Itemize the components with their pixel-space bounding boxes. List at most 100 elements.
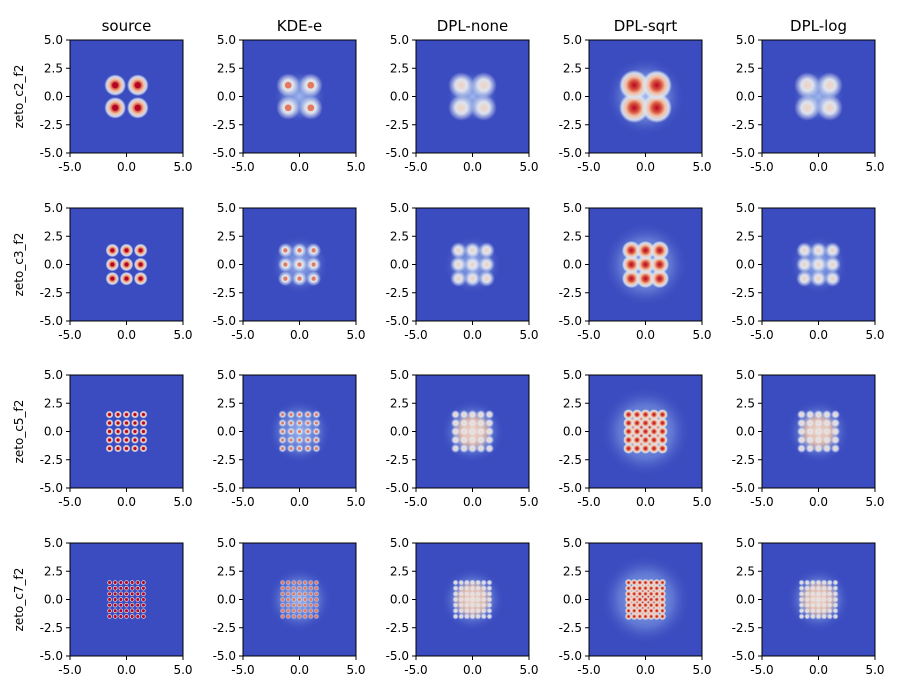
density-peak [124,262,129,267]
density-peak [113,581,117,585]
heatmap-panel: -5.0 0.0 5.0 5.0 2.5 0.0 -2.5 -5.0 [732,201,885,342]
density-mode [458,602,465,609]
x-tick-label: 5.0 [173,495,192,509]
density-peak [125,430,128,433]
density-peak [141,592,145,596]
density-mode [475,607,482,614]
density-mode [830,426,841,437]
density-mode [476,418,486,428]
density-mode [650,240,670,260]
density-peak [314,581,318,585]
density-mode [647,584,655,592]
density-peak [138,262,143,267]
density-mode [623,417,634,429]
y-tick-label: 5.0 [44,368,63,382]
density-peak [141,413,145,417]
density-mode [641,590,650,598]
density-peak [108,609,112,613]
density-peak [314,603,318,607]
y-tick-label: 0.0 [563,90,582,104]
density-peak [125,446,128,450]
density-mode [794,94,821,121]
y-tick-label: 5.0 [736,33,755,47]
density-peak [309,598,313,601]
density-mode [478,256,495,273]
density-peak [116,438,120,442]
density-peak [298,413,301,417]
density-mode [658,612,667,621]
row-label: zeto_c7_f2 [12,568,26,632]
heatmap-panel: -5.0 0.0 5.0 5.0 2.5 0.0 -2.5 -5.0 [732,33,885,174]
density-mode [624,590,633,598]
y-tick-label: 0.0 [390,425,409,439]
x-tick-label: 5.0 [519,495,538,509]
density-mode [450,418,461,428]
density-peak [281,413,285,417]
density-peak [108,413,112,417]
density-mode [798,596,805,603]
density-mode [810,270,827,287]
density-mode [480,579,487,586]
density-mode [809,602,816,609]
density-mode [798,607,805,614]
y-tick-label: 5.0 [44,536,63,550]
density-mode [822,443,832,454]
density-peak [108,614,112,618]
density-peak [119,592,123,596]
y-tick-label: 2.5 [390,229,409,243]
density-mode [480,585,487,592]
x-tick-label: 5.0 [173,663,192,677]
density-mode [798,579,805,586]
density-peak [306,446,310,450]
density-mode [832,585,839,592]
density-mode [796,409,807,420]
density-mode [804,607,811,614]
density-mode [657,443,668,454]
density-peak [134,104,141,111]
density-mode [653,607,661,615]
x-tick-label: -5.0 [231,160,254,174]
heatmap-panel: -5.0 0.0 5.0 5.0 2.5 0.0 -2.5 -5.0 [559,201,712,342]
heatmap-panel: -5.0 0.0 5.0 5.0 2.5 0.0 -2.5 -5.0 [213,201,366,342]
density-mode [647,612,655,621]
density-mode [486,596,493,603]
density-mode [621,269,641,289]
density-mode [798,602,805,609]
density-mode [624,578,633,587]
density-mode [810,256,827,273]
density-mode [805,426,815,437]
y-tick-label: -2.5 [559,621,582,635]
density-peak [110,248,115,253]
density-peak [314,614,318,618]
density-mode [641,607,650,615]
x-tick-label: 5.0 [173,328,192,342]
density-halo [605,56,686,137]
density-peak [108,438,112,442]
density-mode [475,590,482,597]
y-tick-label: 0.0 [217,90,236,104]
density-mode [467,409,478,420]
density-peak [307,81,315,89]
density-mode [464,242,481,259]
density-peak [113,586,117,590]
density-peak [281,438,285,442]
density-mode [476,435,486,445]
density-mode [631,443,643,454]
density-mode [467,435,478,445]
density-peak [281,609,285,613]
x-tick-label: -5.0 [58,495,81,509]
density-mode [804,579,811,586]
density-peak [136,603,140,607]
density-mode [486,602,493,609]
y-tick-label: 2.5 [44,229,63,243]
x-tick-label: 5.0 [692,328,711,342]
density-mode [636,240,655,260]
density-peak [113,592,117,596]
density-peak [141,586,145,590]
density-mode [623,409,634,420]
density-peak [297,248,302,253]
y-tick-label: -5.0 [559,649,582,663]
density-mode [648,417,660,429]
y-tick-label: -2.5 [213,453,236,467]
